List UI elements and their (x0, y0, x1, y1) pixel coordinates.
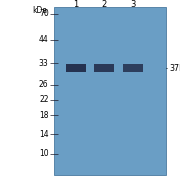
FancyBboxPatch shape (123, 64, 143, 72)
FancyBboxPatch shape (54, 7, 166, 175)
Text: 10: 10 (39, 149, 49, 158)
Text: 33: 33 (39, 58, 49, 68)
Text: 3: 3 (130, 0, 136, 9)
Text: 44: 44 (39, 35, 49, 44)
Text: 26: 26 (39, 80, 49, 89)
FancyBboxPatch shape (66, 64, 86, 72)
Text: 37kDa: 37kDa (169, 64, 180, 73)
Text: 2: 2 (102, 0, 107, 9)
Text: 14: 14 (39, 130, 49, 139)
Text: kDa: kDa (32, 6, 47, 15)
Text: 18: 18 (39, 111, 49, 120)
Text: 22: 22 (39, 95, 49, 104)
Text: 1: 1 (73, 0, 78, 9)
Text: 70: 70 (39, 9, 49, 18)
FancyBboxPatch shape (94, 64, 114, 72)
